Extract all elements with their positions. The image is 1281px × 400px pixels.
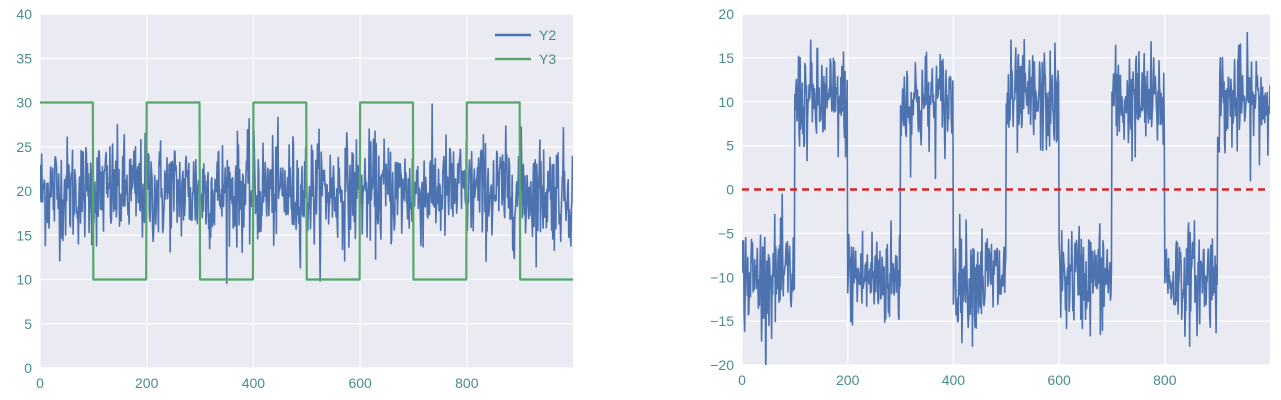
- x-tick-label: 600: [348, 375, 372, 391]
- y-tick-label: 15: [16, 227, 32, 243]
- y-tick-label: −5: [718, 225, 734, 241]
- y-tick-label: −20: [710, 357, 734, 373]
- x-tick-label: 200: [135, 375, 159, 391]
- series-group: [40, 101, 573, 285]
- y-tick-label: −15: [710, 313, 734, 329]
- y-tick-label: 25: [16, 139, 32, 155]
- y-tick-label: 10: [16, 272, 32, 288]
- y-tick-label: 5: [24, 316, 32, 332]
- y-tick-label: 15: [718, 50, 734, 66]
- legend: Y2 Y3: [495, 27, 556, 67]
- legend-label: Y3: [539, 51, 556, 67]
- y-tick-label: 0: [24, 360, 32, 376]
- y-tick-label: 35: [16, 50, 32, 66]
- x-tick-label: 200: [836, 372, 860, 388]
- y-tick-label: 10: [718, 94, 734, 110]
- y-tick-label: 30: [16, 95, 32, 111]
- x-tick-label: 800: [455, 375, 479, 391]
- series-line: [742, 31, 1270, 365]
- y-tick-label: 0: [726, 182, 734, 198]
- x-tick-label: 600: [1047, 372, 1071, 388]
- x-tick-label: 400: [942, 372, 966, 388]
- x-tick-label: 400: [242, 375, 266, 391]
- y-tick-label: 5: [726, 138, 734, 154]
- chart-right: 0 200 400 600 800 −20 −15 −10 −5 0 5 10 15 20: [710, 6, 1270, 388]
- y-tick-label: 20: [16, 183, 32, 199]
- x-tick-label: 800: [1153, 372, 1177, 388]
- series-line: [40, 101, 573, 281]
- x-tick-label: 0: [36, 375, 44, 391]
- y-tick-label: 20: [718, 6, 734, 22]
- y-tick-label: −10: [710, 269, 734, 285]
- legend-label: Y2: [539, 27, 556, 43]
- chart-left: 0 200 400 600 800 0 5 10 15 20 25 30 35 40 Y2 Y3: [16, 6, 573, 391]
- y-tick-label: 40: [16, 6, 32, 22]
- x-tick-label: 0: [738, 372, 746, 388]
- series-group: [742, 31, 1270, 365]
